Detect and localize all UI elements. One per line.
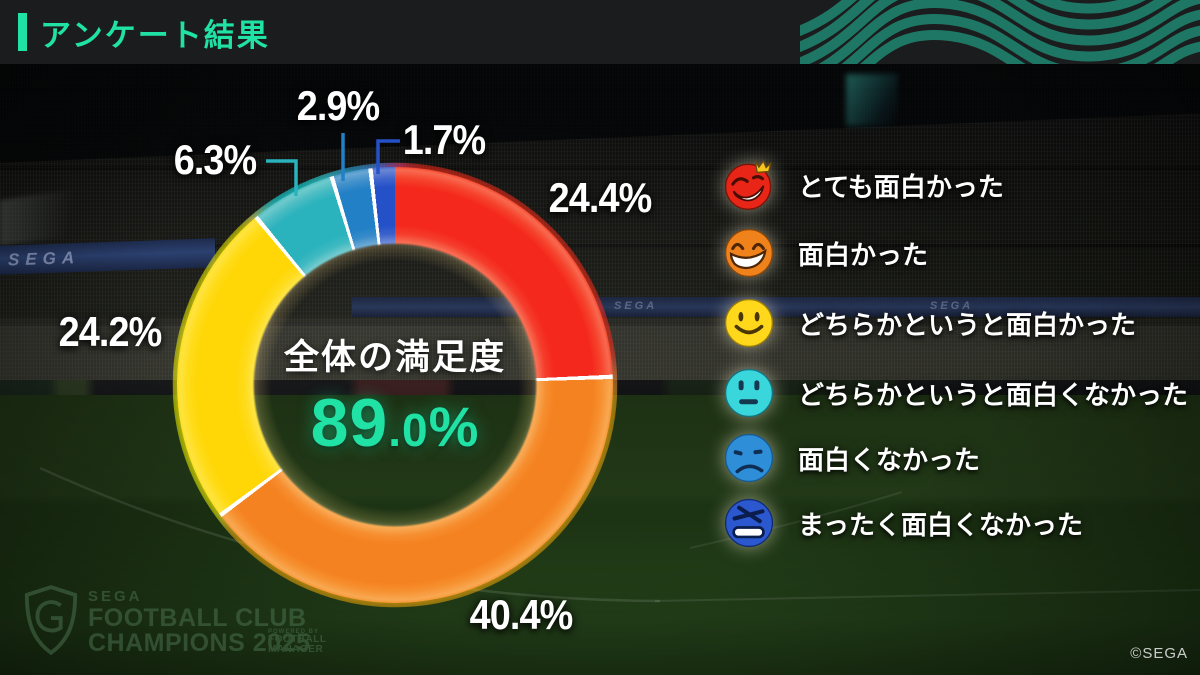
segment-percent-label: 1.7%: [402, 116, 486, 163]
legend-label: 面白くなかった: [798, 444, 981, 475]
legend-label: どちらかというと面白かった: [798, 309, 1137, 340]
legend-item-somewhat-fun: どちらかというと面白かった: [722, 296, 1136, 350]
center-value-int: 89: [310, 384, 389, 461]
page-title: アンケート結果: [40, 17, 270, 53]
legend-label: どちらかというと面白くなかった: [798, 379, 1189, 410]
segment-percent-label: 40.4%: [469, 591, 574, 638]
legend-item-not-fun-at-all: まったく面白くなかった: [722, 496, 1083, 550]
leader-line-somewhat-not-fun: [266, 159, 298, 196]
face-somewhat-fun-icon: [722, 296, 776, 350]
segment-percent-label: 2.9%: [296, 82, 380, 129]
fcc-powered-by: POWERED BY FOOTBALL MANAGER: [268, 629, 326, 655]
center-value-suffix: %: [428, 394, 480, 458]
powered-by-text: POWERED BY: [268, 629, 320, 635]
face-not-fun-icon: [722, 431, 776, 485]
header-bar: アンケート結果: [0, 0, 1200, 64]
donut-ring: [177, 167, 613, 603]
fcc-logo-brand: SEGA: [88, 588, 143, 605]
center-value-decimal: .0: [388, 403, 429, 456]
segment-percent-label: 24.2%: [58, 308, 163, 355]
donut-center-text: 全体の満足度 89.0%: [177, 177, 613, 613]
header-swirl-pattern: [800, 0, 1200, 64]
segment-percent-label: 6.3%: [173, 136, 257, 183]
legend-label: とても面白かった: [798, 171, 1004, 202]
legend-item-very-fun: とても面白かった: [722, 158, 1004, 212]
legend-label: まったく面白くなかった: [798, 509, 1083, 540]
legend-label: 面白かった: [798, 239, 929, 270]
fcc-logo-line1: FOOTBALL CLUB: [88, 604, 307, 632]
copyright: ©SEGA: [1130, 645, 1188, 662]
face-very-fun-icon: [722, 158, 776, 212]
legend-item-not-fun: 面白くなかった: [722, 431, 980, 485]
fcc-logo-line2: CHAMPIONS 2025: [88, 629, 311, 657]
football-manager-text-2: MANAGER: [268, 644, 324, 655]
legend-item-fun: 面白かった: [722, 226, 928, 280]
face-fun-icon: [722, 226, 776, 280]
segment-percent-label: 24.4%: [548, 174, 653, 221]
football-manager-text-1: FOOTBALL: [268, 634, 327, 645]
face-not-fun-at-all-icon: [722, 496, 776, 550]
leader-line-not-fun-at-all: [376, 139, 400, 174]
title-accent-bar: [18, 13, 27, 51]
center-value: 89.0%: [311, 384, 480, 462]
face-somewhat-not-fun-icon: [722, 366, 776, 420]
center-label: 全体の満足度: [283, 337, 506, 377]
legend-item-somewhat-not-fun: どちらかというと面白くなかった: [722, 366, 1188, 420]
fcc-shield-icon: [24, 585, 78, 656]
